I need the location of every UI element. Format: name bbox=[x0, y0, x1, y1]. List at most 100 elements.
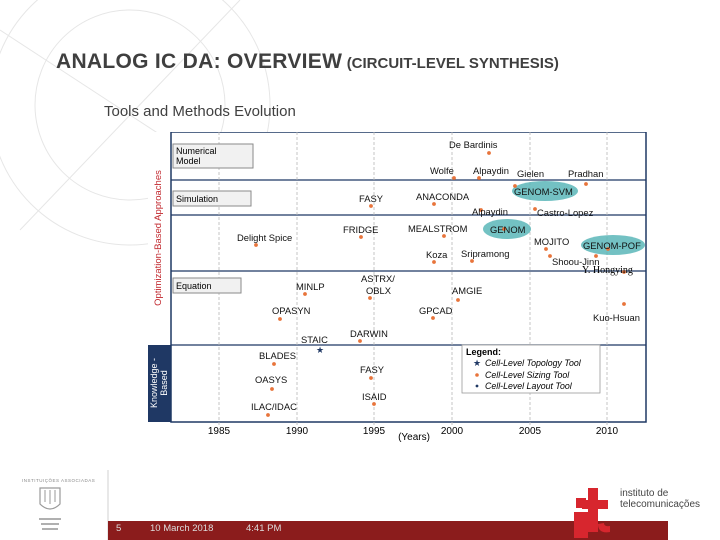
legend-layout: Cell-Level Layout Tool bbox=[485, 381, 573, 391]
tool-dot bbox=[368, 296, 372, 300]
category-equation-label: Equation bbox=[176, 281, 212, 291]
tool-dot bbox=[477, 176, 481, 180]
label-darwin: DARWIN bbox=[350, 328, 388, 339]
legend: Legend: ★ Cell-Level Topology Tool Cell-… bbox=[461, 344, 601, 394]
label-delight-spice: Delight Spice bbox=[237, 232, 292, 243]
footer-bar bbox=[108, 521, 668, 540]
legend-topology: Cell-Level Topology Tool bbox=[485, 358, 582, 368]
label-mojito: MOJITO bbox=[534, 236, 569, 247]
crest-icon bbox=[39, 487, 61, 530]
tool-dot bbox=[431, 316, 435, 320]
year-tick-1990: 1990 bbox=[286, 426, 309, 437]
year-tick-1995: 1995 bbox=[363, 426, 386, 437]
label-koza: Koza bbox=[426, 249, 448, 260]
tool-dot bbox=[470, 259, 474, 263]
tool-dot: ★ bbox=[316, 345, 324, 355]
footer-date: 10 March 2018 bbox=[150, 523, 214, 534]
label-hongying: Y. Hongying bbox=[582, 265, 633, 276]
tool-dot bbox=[372, 402, 376, 406]
year-tick-2010: 2010 bbox=[596, 426, 619, 437]
label-isaid: ISAID bbox=[362, 391, 387, 402]
label-genom-svm: GENOM-SVM bbox=[514, 186, 573, 197]
year-tick-2005: 2005 bbox=[519, 426, 542, 437]
category-equation: Equation bbox=[172, 277, 242, 294]
tool-dot bbox=[584, 182, 588, 186]
tool-dot bbox=[432, 260, 436, 264]
label-wolfe: Wolfe bbox=[430, 165, 454, 176]
footer-time: 4:41 PM bbox=[246, 523, 282, 534]
tool-labels: De Bardinis Wolfe Alpaydin Gielen Pradha… bbox=[237, 139, 641, 412]
tool-dot bbox=[270, 387, 274, 391]
tool-dot bbox=[513, 184, 517, 188]
tool-dot bbox=[359, 235, 363, 239]
institution-caption: INSTITUIÇÕES ASSOCIADAS bbox=[22, 478, 96, 483]
tool-dot bbox=[606, 247, 610, 251]
legend-title: Legend: bbox=[466, 347, 501, 357]
tool-dot bbox=[278, 317, 282, 321]
tool-dot bbox=[622, 302, 626, 306]
legend-layout-dot bbox=[475, 384, 479, 388]
slide-number: 5 bbox=[116, 523, 122, 534]
label-genom-pof: GENOM-POF bbox=[583, 240, 641, 251]
optimization-label: Optimization-Based Approaches bbox=[153, 170, 164, 306]
label-genom: GENOM bbox=[490, 224, 526, 235]
label-oasys: OASYS bbox=[255, 374, 287, 385]
label-sripramong: Sripramong bbox=[461, 248, 509, 259]
knowledge-band bbox=[148, 345, 171, 422]
label-anaconda: ANACONDA bbox=[416, 191, 470, 202]
label-blades: BLADES bbox=[259, 350, 296, 361]
title-main: ANALOG IC DA: OVERVIEW bbox=[56, 50, 343, 73]
optimization-band bbox=[148, 132, 171, 345]
tool-dot bbox=[452, 176, 456, 180]
tool-dot bbox=[548, 254, 552, 258]
tool-dot bbox=[358, 339, 362, 343]
genom-pof-ellipse bbox=[581, 235, 645, 255]
tool-dot bbox=[487, 151, 491, 155]
slide-title: ANALOG IC DA: OVERVIEW (CIRCUIT-LEVEL SY… bbox=[56, 50, 559, 74]
genom-svm-ellipse bbox=[512, 181, 578, 201]
label-amgie: AMGIE bbox=[452, 285, 482, 296]
year-tick-2000: 2000 bbox=[441, 426, 464, 437]
label-mealstrom: MEALSTROM bbox=[408, 223, 468, 234]
legend-sizing-dot bbox=[475, 373, 479, 377]
label-de-bardinis: De Bardinis bbox=[449, 139, 498, 150]
tool-dot bbox=[502, 227, 506, 231]
knowledge-label-1: Knowledge - bbox=[149, 358, 159, 408]
slide-subtitle: Tools and Methods Evolution bbox=[104, 103, 296, 120]
label-minlp: MINLP bbox=[296, 281, 325, 292]
tool-dot bbox=[456, 298, 460, 302]
evolution-chart: Optimization-Based Approaches Knowledge … bbox=[148, 132, 647, 442]
tool-dot bbox=[272, 362, 276, 366]
label-ilac-idac: ILAC/IDAC bbox=[251, 401, 297, 412]
label-fasy-2: FASY bbox=[360, 364, 385, 375]
label-gpcad: GPCAD bbox=[419, 305, 453, 316]
institute-name-line-2: telecomunicações bbox=[620, 499, 701, 510]
label-castro-lopez: Castro-Lopez bbox=[537, 207, 594, 218]
year-axis: 1985 1990 1995 2000 2005 2010 (Years) bbox=[208, 426, 619, 442]
row-separators bbox=[171, 179, 646, 346]
category-simulation-label: Simulation bbox=[176, 194, 218, 204]
label-fridge: FRIDGE bbox=[343, 224, 378, 235]
category-numerical-1: Numerical bbox=[176, 146, 217, 156]
tool-dot bbox=[254, 243, 258, 247]
label-pradhan: Pradhan bbox=[568, 168, 603, 179]
highlight-ellipses bbox=[483, 181, 645, 255]
category-numerical-model: Numerical Model bbox=[172, 143, 254, 169]
year-tick-1985: 1985 bbox=[208, 426, 231, 437]
tool-dot bbox=[369, 376, 373, 380]
tool-dot bbox=[432, 202, 436, 206]
legend-sizing: Cell-Level Sizing Tool bbox=[485, 370, 570, 380]
label-alpaydin-1: Alpaydin bbox=[473, 165, 509, 176]
label-gielen: Gielen bbox=[517, 168, 544, 179]
label-oblx: OBLX bbox=[366, 285, 392, 296]
title-parenthetical: (CIRCUIT-LEVEL SYNTHESIS) bbox=[346, 55, 559, 72]
it-logo-icon bbox=[574, 488, 610, 538]
tool-dot bbox=[442, 234, 446, 238]
tool-dot bbox=[594, 254, 598, 258]
legend-topology-star: ★ bbox=[473, 358, 481, 368]
tool-dot bbox=[622, 270, 626, 274]
tool-dot bbox=[479, 208, 483, 212]
label-fasy-1: FASY bbox=[359, 193, 384, 204]
tool-dots: ★ bbox=[254, 151, 626, 417]
